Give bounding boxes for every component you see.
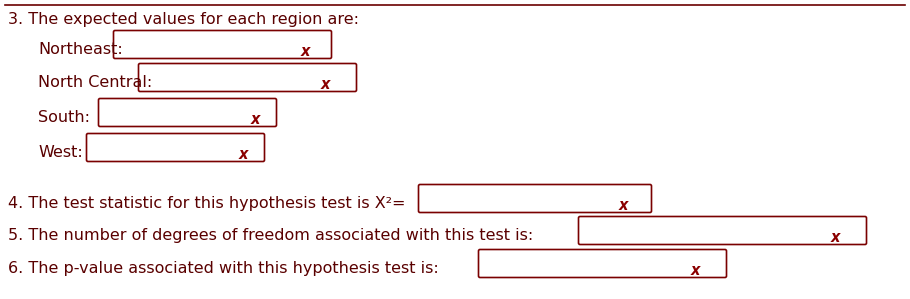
Text: x: x — [300, 44, 309, 59]
FancyBboxPatch shape — [114, 30, 331, 59]
FancyBboxPatch shape — [86, 133, 265, 161]
Text: Northeast:: Northeast: — [38, 42, 123, 57]
Text: 3. The expected values for each region are:: 3. The expected values for each region a… — [8, 12, 359, 27]
Text: West:: West: — [38, 145, 83, 160]
FancyBboxPatch shape — [98, 98, 277, 126]
Text: x: x — [250, 112, 259, 127]
Text: x: x — [320, 77, 329, 92]
Text: 6. The p-value associated with this hypothesis test is:: 6. The p-value associated with this hypo… — [8, 261, 439, 276]
Text: North Central:: North Central: — [38, 75, 152, 90]
Text: South:: South: — [38, 110, 90, 125]
Text: x: x — [830, 230, 840, 245]
Text: 4. The test statistic for this hypothesis test is X²=: 4. The test statistic for this hypothesi… — [8, 196, 406, 211]
Text: 5. The number of degrees of freedom associated with this test is:: 5. The number of degrees of freedom asso… — [8, 228, 533, 243]
FancyBboxPatch shape — [419, 184, 652, 213]
Text: x: x — [618, 198, 628, 213]
Text: x: x — [238, 147, 248, 162]
FancyBboxPatch shape — [479, 249, 726, 277]
FancyBboxPatch shape — [138, 63, 357, 91]
Text: x: x — [691, 263, 700, 278]
FancyBboxPatch shape — [579, 216, 866, 245]
